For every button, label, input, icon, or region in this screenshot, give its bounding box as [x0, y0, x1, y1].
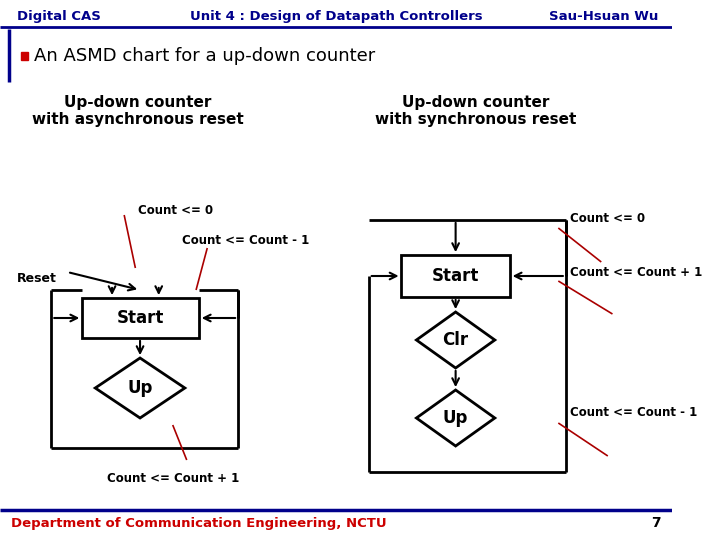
- Text: Sau-Hsuan Wu: Sau-Hsuan Wu: [549, 10, 658, 23]
- Bar: [21, 52, 28, 60]
- Text: Up-down counter: Up-down counter: [65, 95, 212, 110]
- Bar: [82, 298, 199, 338]
- Text: Start: Start: [432, 267, 480, 285]
- Text: Digital CAS: Digital CAS: [17, 10, 101, 23]
- Text: with synchronous reset: with synchronous reset: [375, 112, 577, 127]
- Bar: [402, 255, 510, 297]
- Text: Start: Start: [117, 309, 163, 327]
- Text: Count <= Count + 1: Count <= Count + 1: [570, 266, 703, 279]
- Text: Up: Up: [127, 379, 153, 397]
- Text: Count <= Count - 1: Count <= Count - 1: [570, 407, 698, 420]
- Text: with asynchronous reset: with asynchronous reset: [32, 112, 244, 127]
- Text: 7: 7: [652, 516, 661, 530]
- Text: Count <= 0: Count <= 0: [138, 204, 213, 217]
- Text: Clr: Clr: [443, 331, 469, 349]
- Text: Unit 4 : Design of Datapath Controllers: Unit 4 : Design of Datapath Controllers: [190, 10, 482, 23]
- Text: Reset: Reset: [17, 272, 57, 285]
- Text: Up-down counter: Up-down counter: [402, 95, 550, 110]
- Text: An ASMD chart for a up-down counter: An ASMD chart for a up-down counter: [34, 47, 375, 65]
- Text: Count <= 0: Count <= 0: [570, 212, 646, 225]
- Text: Department of Communication Engineering, NCTU: Department of Communication Engineering,…: [12, 516, 387, 530]
- Text: Count <= Count - 1: Count <= Count - 1: [182, 233, 310, 246]
- Text: Up: Up: [443, 409, 468, 427]
- Text: Count <= Count + 1: Count <= Count + 1: [107, 471, 240, 484]
